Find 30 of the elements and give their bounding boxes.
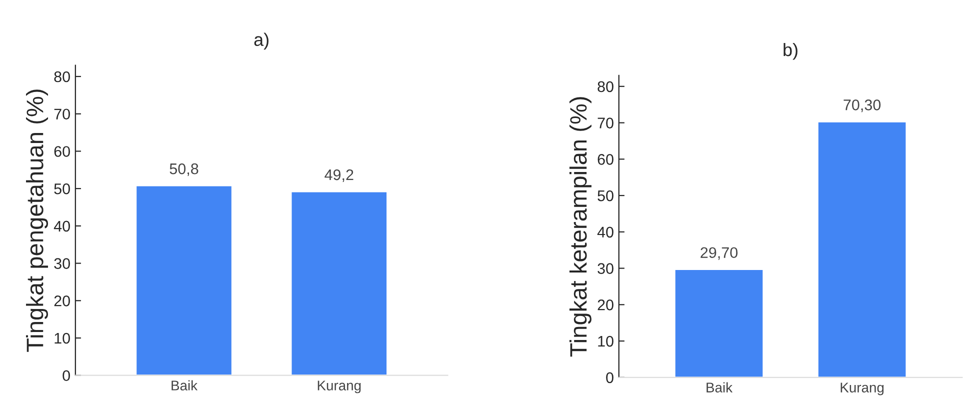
y-tick-label: 70 xyxy=(54,108,70,120)
y-tick-label: 30 xyxy=(54,258,70,269)
y-tick-label: 10 xyxy=(54,332,70,344)
y-tick-label: 80 xyxy=(54,71,70,82)
y-tick-label: 30 xyxy=(598,263,614,274)
x-tick-label: Kurang xyxy=(840,382,884,396)
y-tick-label: 0 xyxy=(62,370,70,382)
y-tick-label: 20 xyxy=(54,296,70,306)
chart-title: b) xyxy=(784,42,798,60)
x-tick-label: Kurang xyxy=(318,380,361,394)
y-tick-label: 80 xyxy=(598,81,614,92)
y-tick-label: 60 xyxy=(598,154,614,165)
y-tick-label: 70 xyxy=(598,118,614,128)
chart-title: a) xyxy=(254,32,268,50)
data-label: 49,2 xyxy=(324,169,354,182)
data-label: 29,70 xyxy=(700,247,738,260)
y-axis-title: Tingkat keterampilan (%) xyxy=(569,97,592,357)
y-tick-label: 50 xyxy=(598,190,614,202)
y-tick-label: 40 xyxy=(597,226,614,238)
x-tick-label: Baik xyxy=(706,382,733,392)
y-tick-label: 40 xyxy=(54,220,70,232)
y-tick-label: 60 xyxy=(54,146,70,157)
y-tick-label: 10 xyxy=(598,336,614,347)
y-tick-label: 20 xyxy=(598,300,614,310)
y-tick-label: 50 xyxy=(54,183,70,194)
data-label: 70,30 xyxy=(844,100,881,112)
data-label: 50,8 xyxy=(170,163,198,176)
x-tick-label: Baik xyxy=(172,380,198,390)
y-tick-label: 0 xyxy=(606,372,614,384)
y-axis-title: Tingkat pengetahuan (%) xyxy=(26,90,48,352)
